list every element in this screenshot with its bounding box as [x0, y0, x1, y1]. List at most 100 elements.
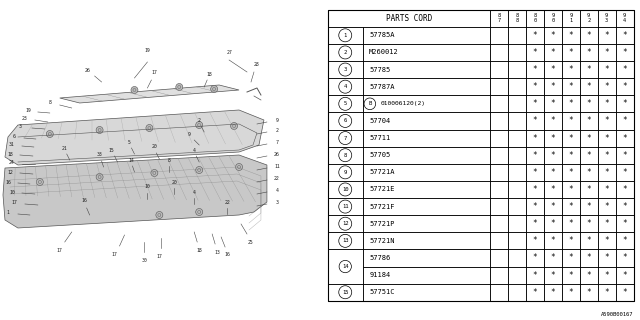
Text: *: *	[604, 65, 609, 74]
Bar	[363, 78, 490, 95]
Text: *: *	[622, 202, 627, 211]
Text: *: *	[550, 48, 555, 57]
Text: 18: 18	[7, 151, 13, 156]
Text: *: *	[586, 185, 591, 194]
Bar	[580, 130, 598, 147]
Bar	[598, 95, 616, 112]
Bar	[328, 232, 363, 249]
Text: 25: 25	[248, 239, 254, 244]
Circle shape	[46, 131, 53, 138]
Text: *: *	[568, 271, 573, 280]
Bar	[562, 44, 580, 61]
Bar	[598, 181, 616, 198]
Text: *: *	[568, 168, 573, 177]
Text: 4: 4	[193, 189, 196, 195]
Bar	[526, 10, 544, 27]
Bar	[616, 249, 634, 267]
Bar	[562, 10, 580, 27]
Text: 12: 12	[342, 221, 349, 226]
Text: *: *	[604, 253, 609, 262]
Text: *: *	[604, 116, 609, 125]
Bar	[490, 181, 508, 198]
Text: *: *	[550, 185, 555, 194]
Text: *: *	[568, 185, 573, 194]
Text: 9: 9	[275, 117, 278, 123]
Text: *: *	[586, 82, 591, 91]
Text: 2: 2	[344, 50, 347, 55]
Text: *: *	[550, 82, 555, 91]
Text: *: *	[604, 219, 609, 228]
Bar	[562, 249, 580, 267]
Bar	[526, 249, 544, 267]
Text: *: *	[604, 48, 609, 57]
Text: 2: 2	[275, 127, 278, 132]
Text: 3: 3	[344, 67, 347, 72]
Bar	[328, 198, 363, 215]
Text: *: *	[586, 65, 591, 74]
Text: 8: 8	[344, 153, 347, 158]
Bar	[598, 112, 616, 130]
Text: *: *	[586, 151, 591, 160]
Bar	[616, 232, 634, 249]
Text: *: *	[532, 133, 537, 143]
Text: *: *	[532, 31, 537, 40]
Bar	[598, 267, 616, 284]
Text: *: *	[568, 31, 573, 40]
Bar	[616, 284, 634, 301]
Bar	[580, 164, 598, 181]
Text: 20: 20	[152, 145, 157, 149]
Bar	[363, 267, 490, 284]
Bar	[616, 95, 634, 112]
Bar	[580, 249, 598, 267]
Text: 010006120(2): 010006120(2)	[380, 101, 426, 106]
Text: 57785A: 57785A	[369, 32, 395, 38]
Text: *: *	[604, 31, 609, 40]
Text: *: *	[568, 82, 573, 91]
Text: *: *	[622, 31, 627, 40]
Bar	[526, 61, 544, 78]
Text: *: *	[532, 185, 537, 194]
Circle shape	[230, 123, 237, 130]
Text: 9
2: 9 2	[587, 13, 590, 23]
Polygon shape	[60, 85, 239, 103]
Text: *: *	[604, 271, 609, 280]
Text: *: *	[568, 219, 573, 228]
Bar	[562, 78, 580, 95]
Text: 8: 8	[49, 100, 51, 105]
Text: 8
8: 8 8	[515, 13, 518, 23]
Bar	[490, 44, 508, 61]
Bar	[508, 198, 526, 215]
Bar	[526, 112, 544, 130]
Bar	[544, 181, 562, 198]
Bar	[616, 44, 634, 61]
Bar	[363, 249, 490, 267]
Text: *: *	[622, 288, 627, 297]
Text: *: *	[622, 133, 627, 143]
Text: *: *	[586, 219, 591, 228]
Text: 9
3: 9 3	[605, 13, 608, 23]
Text: 4: 4	[344, 84, 347, 89]
Bar	[508, 78, 526, 95]
Bar	[616, 78, 634, 95]
Text: *: *	[604, 236, 609, 245]
Text: *: *	[550, 99, 555, 108]
Bar	[508, 112, 526, 130]
Bar	[526, 181, 544, 198]
Bar	[580, 27, 598, 44]
Text: *: *	[550, 31, 555, 40]
Text: 10: 10	[145, 185, 150, 189]
Text: *: *	[622, 65, 627, 74]
Bar	[526, 27, 544, 44]
Text: 17: 17	[111, 252, 117, 257]
Circle shape	[131, 86, 138, 93]
Bar	[616, 130, 634, 147]
Text: 18: 18	[206, 71, 212, 76]
Text: 9: 9	[188, 132, 191, 138]
Bar	[580, 181, 598, 198]
Bar	[363, 232, 490, 249]
Bar	[490, 284, 508, 301]
Bar	[562, 164, 580, 181]
Bar	[508, 284, 526, 301]
Text: 3: 3	[19, 124, 21, 129]
Bar	[328, 78, 363, 95]
